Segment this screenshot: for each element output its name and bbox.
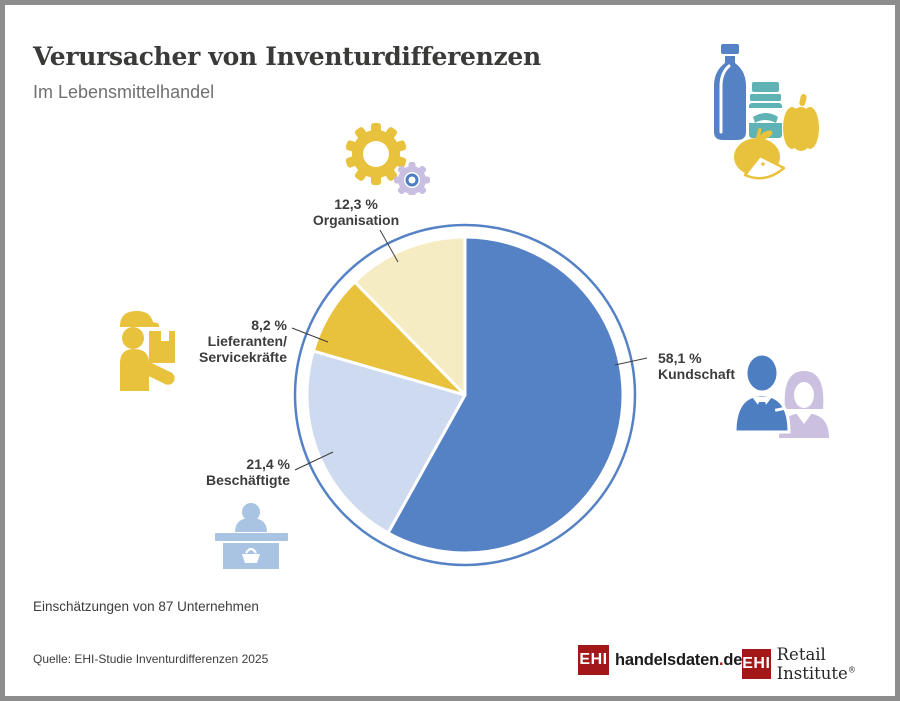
slice-name: Servicekräfte: [199, 349, 287, 365]
logo-name: handelsdaten: [615, 650, 719, 669]
page-subtitle: Im Lebensmittelhandel: [33, 82, 215, 102]
woman-customer: [779, 371, 829, 438]
page-title: Verursacher von Inventurdifferenzen: [33, 42, 541, 71]
worker-body: [120, 349, 149, 391]
cashier-shoulders: [235, 518, 267, 532]
leader-line-beschaeftigte: [294, 451, 334, 471]
cashier-head: [242, 503, 260, 521]
logo-name: Retail Institute: [776, 645, 848, 683]
worker-arm: [137, 359, 175, 385]
slice-pct: 8,2 %: [251, 317, 287, 333]
customers-icon: [733, 352, 829, 438]
pie-outer-ring: [293, 223, 637, 567]
worker-head: [122, 327, 144, 349]
slice-name: Organisation: [312, 212, 400, 228]
leader-line-organisation: [379, 229, 399, 263]
pie-slices: [305, 235, 625, 555]
pepper-icon: [783, 94, 819, 151]
slice-name: Kundschaft: [658, 366, 735, 382]
logo-dot: .: [718, 650, 724, 669]
label-lieferanten: 8,2 % Lieferanten/ Servicekräfte: [145, 317, 287, 365]
worker-cap: [120, 311, 160, 327]
groceries-icon: [714, 44, 819, 180]
pie-slice-kundschaft: [386, 235, 625, 555]
cashier-icon: [215, 503, 288, 569]
slice-name: Beschäftigte: [205, 472, 290, 488]
logo-handelsdaten: EHI handelsdaten.de: [578, 645, 742, 675]
pie-chart: [291, 223, 648, 567]
slice-pct: 58,1 %: [658, 350, 702, 366]
leader-line-lieferanten: [291, 327, 329, 343]
sample-note: Einschätzungen von 87 Unternehmen: [33, 599, 259, 614]
label-beschaeftigte: 21,4 % Beschäftigte: [150, 456, 290, 488]
counter-top: [215, 533, 288, 541]
slice-pct: 21,4 %: [246, 456, 290, 472]
ehi-badge: EHI: [742, 649, 771, 679]
logo-retail-institute: EHI Retail Institute®: [742, 645, 900, 683]
logo-tld: de: [723, 650, 743, 669]
label-organisation: 12,3 % Organisation: [295, 196, 417, 228]
jar-icon: [749, 82, 782, 138]
label-kundschaft: 58,1 % Kundschaft: [658, 350, 798, 382]
man-customer: [733, 352, 791, 434]
registered-mark: ®: [847, 665, 856, 675]
bottle-icon: [714, 44, 746, 140]
source-note: Quelle: EHI-Studie Inventurdifferenzen 2…: [33, 652, 269, 666]
logo-retail-text: Retail Institute®: [777, 645, 900, 683]
slice-name: Lieferanten/: [207, 333, 287, 349]
logo-handelsdaten-text: handelsdaten.de: [615, 651, 742, 670]
large-gear: [345, 123, 407, 185]
leader-lines: [291, 229, 648, 471]
basket-handle: [245, 547, 257, 554]
pie-slice-beschäftigte: [305, 349, 467, 535]
delivery-worker-icon: [120, 311, 175, 391]
leader-line-kundschaft: [614, 357, 648, 366]
parcel-notch: [161, 331, 169, 341]
pie-slice-organisation: [353, 235, 467, 397]
gears-icon: [345, 123, 430, 195]
basket-icon: [242, 554, 260, 563]
ehi-badge: EHI: [578, 645, 609, 675]
slice-pct: 12,3 %: [334, 196, 378, 212]
small-gear: [394, 162, 430, 195]
apple-icon: [734, 128, 786, 180]
